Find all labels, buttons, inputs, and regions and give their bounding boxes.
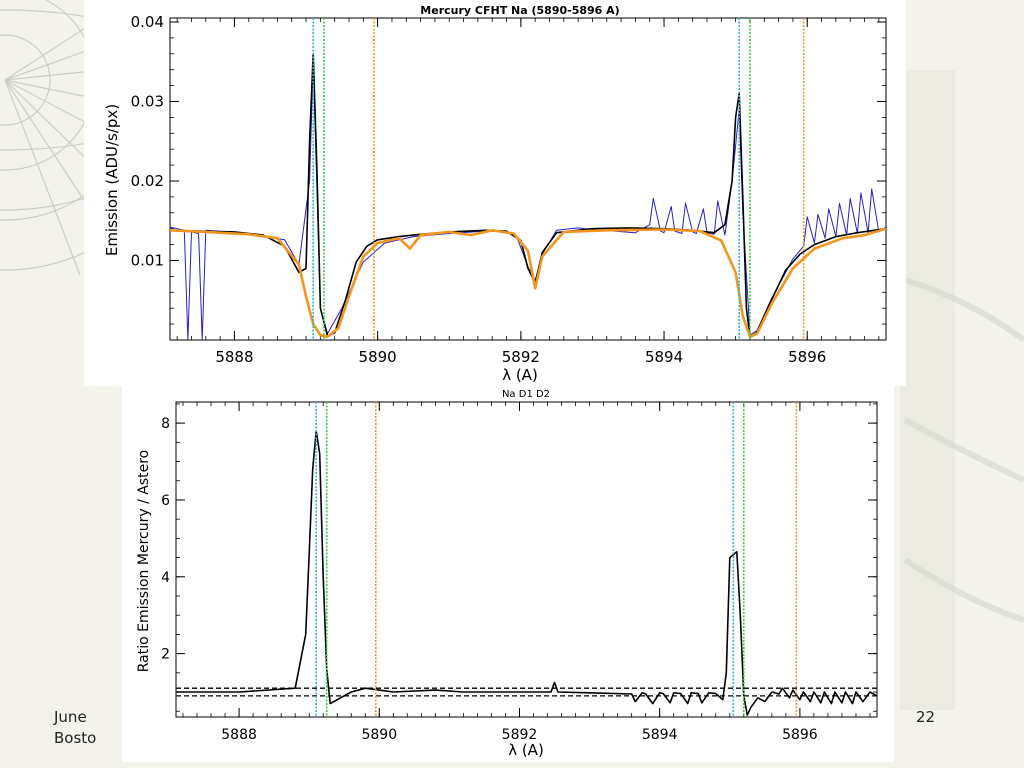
x-tick-label: 5892 — [502, 727, 538, 743]
x-tick-label: 5896 — [788, 348, 826, 366]
series-line-blue — [170, 61, 886, 340]
x-tick-label: 5896 — [782, 727, 818, 743]
chart-title: Na D1 D2 — [502, 389, 550, 400]
plot-area — [170, 18, 886, 340]
y-tick-label: 0.04 — [131, 13, 164, 31]
page-number: 22 — [916, 708, 936, 726]
x-tick-label: 5894 — [645, 348, 683, 366]
y-tick-label: 6 — [161, 493, 170, 509]
x-tick-label: 5892 — [502, 348, 540, 366]
x-tick-label: 5890 — [361, 727, 397, 743]
plot-frame — [175, 401, 878, 718]
y-tick-label: 4 — [161, 570, 170, 586]
series-line-black — [176, 429, 877, 716]
y-tick-label: 0.02 — [131, 172, 164, 190]
y-tick-label: 0.03 — [131, 92, 164, 110]
y-tick-label: 2 — [161, 647, 170, 663]
x-axis-label: λ (A) — [508, 741, 544, 759]
plot-frame — [169, 17, 887, 341]
x-tick-label: 5888 — [221, 727, 257, 743]
top-chart-panel: Mercury CFHT Na (5890-5896 A) Emission (… — [84, 0, 906, 386]
footer-date-text: June — [54, 708, 87, 726]
series-line-black — [170, 52, 886, 339]
plot-area — [176, 402, 877, 717]
chart-title: Mercury CFHT Na (5890-5896 A) — [420, 4, 619, 17]
ratio-chart: Na D1 D2 Ratio Emission Mercury / Astero… — [136, 389, 878, 759]
footer-location-text: Bosto — [54, 729, 97, 747]
y-axis-label: Ratio Emission Mercury / Astero — [136, 450, 152, 673]
y-axis-label: Emission (ADU/s/px) — [103, 104, 121, 256]
x-tick-label: 5894 — [642, 727, 678, 743]
swoosh-lines — [903, 277, 1024, 623]
y-tick-label: 8 — [161, 416, 170, 432]
emission-chart: Mercury CFHT Na (5890-5896 A) Emission (… — [103, 4, 887, 384]
bottom-chart-panel: Na D1 D2 Ratio Emission Mercury / Astero… — [122, 386, 894, 762]
series-line-orange — [170, 227, 886, 339]
x-axis-label: λ (A) — [502, 366, 538, 384]
x-tick-label: 5890 — [359, 348, 397, 366]
x-tick-label: 5888 — [215, 348, 253, 366]
y-tick-label: 0.01 — [131, 251, 164, 269]
